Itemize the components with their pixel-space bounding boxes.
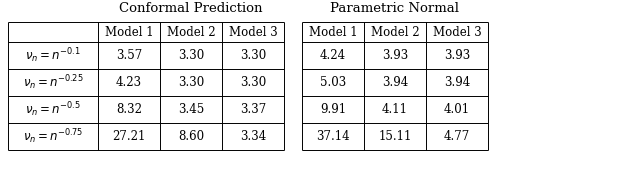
- Text: 3.30: 3.30: [178, 49, 204, 62]
- Text: Parametric Normal: Parametric Normal: [330, 3, 460, 15]
- Text: 15.11: 15.11: [378, 130, 412, 143]
- Text: 3.30: 3.30: [178, 76, 204, 89]
- Text: 37.14: 37.14: [316, 130, 350, 143]
- Text: 3.94: 3.94: [382, 76, 408, 89]
- Text: Model 2: Model 2: [371, 26, 419, 38]
- Text: $\nu_n = n^{-0.5}$: $\nu_n = n^{-0.5}$: [25, 100, 81, 119]
- Text: 4.11: 4.11: [382, 103, 408, 116]
- Text: Model 3: Model 3: [433, 26, 481, 38]
- Text: Model 1: Model 1: [308, 26, 357, 38]
- Text: Model 3: Model 3: [228, 26, 277, 38]
- Text: Model 2: Model 2: [166, 26, 215, 38]
- Text: 3.57: 3.57: [116, 49, 142, 62]
- Text: 5.03: 5.03: [320, 76, 346, 89]
- Text: 4.77: 4.77: [444, 130, 470, 143]
- Text: 3.93: 3.93: [444, 49, 470, 62]
- Text: 9.91: 9.91: [320, 103, 346, 116]
- Text: 3.45: 3.45: [178, 103, 204, 116]
- Text: 3.34: 3.34: [240, 130, 266, 143]
- Text: $\nu_n = n^{-0.75}$: $\nu_n = n^{-0.75}$: [23, 127, 83, 146]
- Text: 27.21: 27.21: [112, 130, 146, 143]
- Text: 8.60: 8.60: [178, 130, 204, 143]
- Text: 4.01: 4.01: [444, 103, 470, 116]
- Text: 3.30: 3.30: [240, 76, 266, 89]
- Text: 4.24: 4.24: [320, 49, 346, 62]
- Text: Model 1: Model 1: [105, 26, 154, 38]
- Text: $\nu_n = n^{-0.25}$: $\nu_n = n^{-0.25}$: [22, 73, 83, 92]
- Text: 3.30: 3.30: [240, 49, 266, 62]
- Text: 8.32: 8.32: [116, 103, 142, 116]
- Text: 3.37: 3.37: [240, 103, 266, 116]
- Text: 3.93: 3.93: [382, 49, 408, 62]
- Text: $\nu_n = n^{-0.1}$: $\nu_n = n^{-0.1}$: [25, 46, 81, 65]
- Text: 3.94: 3.94: [444, 76, 470, 89]
- Text: 4.23: 4.23: [116, 76, 142, 89]
- Text: Conformal Prediction: Conformal Prediction: [119, 3, 263, 15]
